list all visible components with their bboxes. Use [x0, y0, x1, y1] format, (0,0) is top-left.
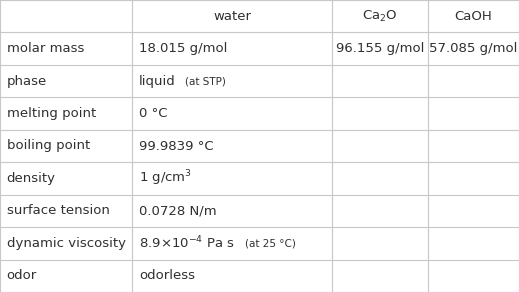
Text: odorless: odorless: [139, 269, 195, 282]
Text: dynamic viscosity: dynamic viscosity: [7, 237, 126, 250]
Text: (at STP): (at STP): [185, 76, 226, 86]
Text: 0 °C: 0 °C: [139, 107, 168, 120]
Text: 0.0728 N/m: 0.0728 N/m: [139, 204, 217, 217]
Text: density: density: [7, 172, 56, 185]
Text: liquid: liquid: [139, 75, 176, 88]
Text: boiling point: boiling point: [7, 140, 90, 152]
Text: Ca$_2$O: Ca$_2$O: [362, 9, 398, 24]
Text: odor: odor: [7, 269, 37, 282]
Text: 96.155 g/mol: 96.155 g/mol: [336, 42, 425, 55]
Text: 8.9$\times$10$^{-4}$ Pa s: 8.9$\times$10$^{-4}$ Pa s: [139, 235, 235, 252]
Text: melting point: melting point: [7, 107, 96, 120]
Text: (at 25 °C): (at 25 °C): [245, 238, 296, 248]
Text: CaOH: CaOH: [455, 10, 493, 23]
Text: water: water: [213, 10, 251, 23]
Text: 1 g/cm$^3$: 1 g/cm$^3$: [139, 169, 192, 188]
Text: molar mass: molar mass: [7, 42, 84, 55]
Text: 99.9839 °C: 99.9839 °C: [139, 140, 214, 152]
Text: 57.085 g/mol: 57.085 g/mol: [429, 42, 518, 55]
Text: phase: phase: [7, 75, 47, 88]
Text: 18.015 g/mol: 18.015 g/mol: [139, 42, 227, 55]
Text: surface tension: surface tension: [7, 204, 110, 217]
